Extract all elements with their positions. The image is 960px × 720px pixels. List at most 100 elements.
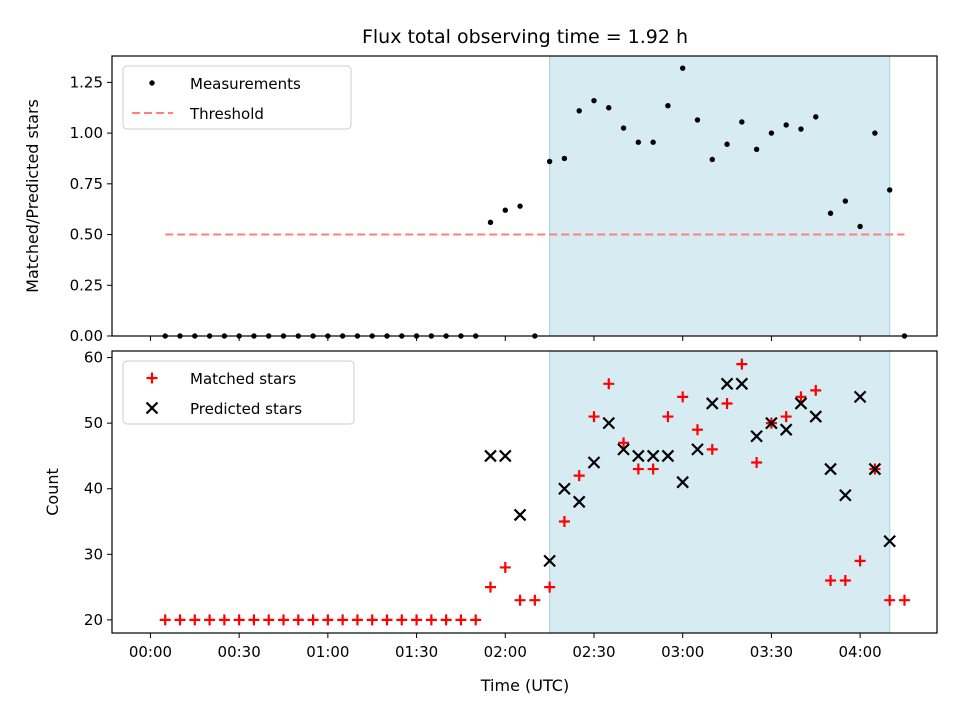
x-tick-label: 03:30 (750, 643, 793, 661)
measurement-point (576, 108, 582, 114)
x-tick-label: 04:00 (839, 643, 882, 661)
predicted-stars-point (587, 456, 601, 469)
predicted-stars-point (868, 462, 882, 476)
legend-label: Threshold (189, 105, 264, 123)
measurement-point (842, 198, 849, 204)
predicted-stars-point (853, 390, 867, 404)
x-tick-label: 02:30 (572, 643, 615, 661)
predicted-stars-point (705, 397, 719, 410)
matched-stars-point (218, 614, 230, 626)
matched-stars-point (647, 463, 659, 475)
predicted-stars-point (691, 443, 704, 456)
legend-box (122, 65, 352, 130)
matched-stars-point (381, 614, 393, 626)
matched-stars-point (854, 555, 866, 567)
matched-stars-point (366, 614, 378, 626)
matched-stars-point (721, 397, 733, 409)
matched-stars-point (706, 443, 718, 455)
legend-predicted-swatch (145, 401, 159, 415)
legend-box (122, 360, 355, 425)
measurement-point (620, 125, 627, 131)
observing-span (549, 56, 890, 336)
predicted-stars-point (646, 449, 660, 463)
y-tick-label: 40 (84, 480, 103, 498)
matched-stars-point (780, 411, 792, 423)
predicted-stars-point (484, 449, 497, 463)
measurement-point (768, 130, 775, 136)
matched-stars-point (470, 614, 482, 626)
predicted-stars-point (720, 377, 734, 391)
matched-stars-point (632, 463, 644, 475)
matched-stars-point (425, 614, 437, 626)
matched-stars-point (795, 391, 807, 403)
matched-stars-point (455, 614, 467, 626)
y-tick-label: 0.50 (70, 226, 103, 244)
matched-stars-point (588, 411, 600, 423)
y-tick-label: 0.75 (70, 175, 103, 193)
predicted-stars-point (809, 410, 823, 423)
predicted-stars-point (735, 377, 749, 391)
x-tick-label: 00:00 (129, 643, 172, 661)
matched-stars-point (662, 411, 674, 423)
legend-label: Matched stars (190, 370, 296, 388)
matched-stars-point (292, 614, 304, 626)
y-tick-label: 50 (84, 414, 103, 432)
plot-layer: 0.00 0.25 0.50 0.75 1.00 1.25 Measurements Thre… (70, 55, 938, 661)
measurement-point (665, 103, 671, 109)
legend-matched-swatch (146, 372, 158, 384)
matched-stars-point (529, 594, 541, 606)
predicted-stars-point (513, 508, 527, 522)
measurement-point (694, 117, 701, 123)
predicted-stars-point (617, 443, 630, 456)
y-tick-label: 1.25 (70, 73, 103, 91)
x-tick-label: 01:30 (395, 643, 438, 661)
panel-count: 20 30 40 50 60 00:00 00:30 01:00 01:30 02:00 02:30… (84, 349, 938, 661)
matched-stars-point (337, 614, 349, 626)
matched-stars-point (839, 575, 851, 587)
measurement-point (709, 156, 715, 163)
matched-stars-point (736, 358, 748, 370)
y-tick-label: 1.00 (70, 124, 103, 142)
measurement-point (739, 119, 745, 125)
matched-stars-point (810, 384, 822, 396)
measurement-point (502, 207, 508, 213)
matched-stars-point (396, 614, 408, 626)
matched-stars-point (825, 575, 837, 587)
measurement-point (872, 130, 878, 136)
matched-stars-point (307, 614, 319, 626)
y-tick-label: 30 (84, 545, 103, 563)
predicted-stars-point (676, 475, 689, 489)
axes-frame (111, 55, 938, 337)
predicted-stars-point (572, 495, 586, 509)
measurement-point (635, 139, 642, 145)
measurement-point (679, 65, 686, 71)
matched-stars-point (499, 561, 511, 573)
matched-stars-point (440, 614, 452, 626)
legend-label: Measurements (190, 75, 301, 93)
y-tick-label: 60 (84, 349, 103, 367)
predicted-stars-point (558, 482, 571, 495)
matched-stars-point (603, 378, 615, 390)
measurement-point (783, 122, 789, 128)
x-tick-label: 01:00 (306, 643, 349, 661)
y-tick-label: 20 (84, 611, 103, 629)
predicted-stars-point (602, 416, 616, 430)
predicted-stars-point (499, 449, 512, 463)
predicted-stars-point (883, 534, 896, 548)
matched-stars-point (544, 581, 556, 593)
x-tick-label: 00:30 (218, 643, 261, 661)
x-tick-label: 03:00 (661, 643, 704, 661)
matched-stars-point (322, 614, 334, 626)
legend-measurement-swatch (149, 80, 155, 86)
predicted-stars-point (750, 429, 763, 443)
x-tick-label: 02:00 (484, 643, 527, 661)
matched-stars-point (159, 614, 171, 626)
measurement-point (857, 223, 863, 230)
measurement-point (827, 210, 834, 216)
y-tick-label: 0.25 (70, 276, 103, 294)
measurement-point (650, 139, 656, 145)
matched-stars-point (278, 614, 290, 626)
matched-stars-point (233, 614, 245, 626)
measurement-point (724, 141, 730, 147)
